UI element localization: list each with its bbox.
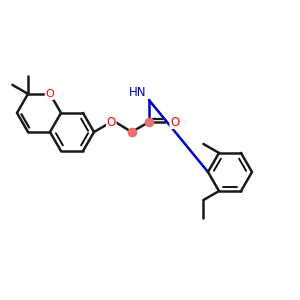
Text: O: O [107,116,116,128]
Text: HN: HN [128,86,146,99]
Text: O: O [170,116,179,128]
Text: O: O [46,89,54,99]
